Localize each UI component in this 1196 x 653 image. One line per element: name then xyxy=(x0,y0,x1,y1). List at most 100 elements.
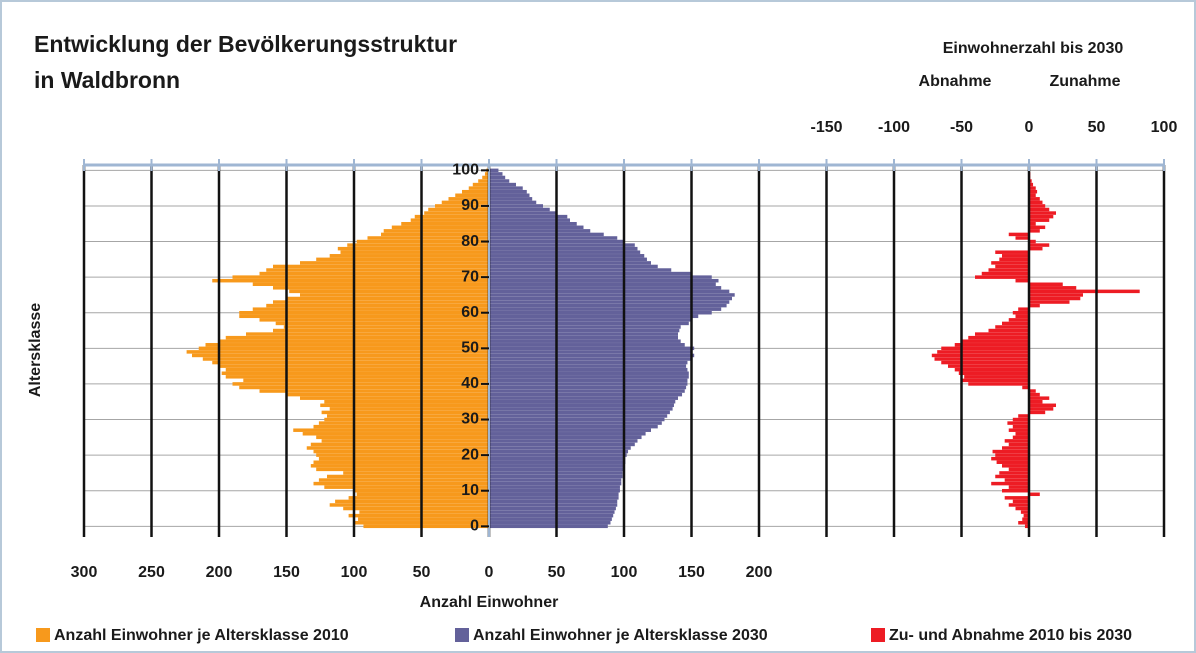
bar xyxy=(489,346,695,351)
bar xyxy=(1012,417,1029,422)
bar xyxy=(489,367,688,372)
bar xyxy=(356,239,489,244)
bar xyxy=(988,268,1029,272)
bar xyxy=(232,382,489,386)
bar xyxy=(489,232,604,237)
bar xyxy=(489,257,647,262)
bar xyxy=(1029,399,1043,404)
bar xyxy=(1029,214,1054,219)
bar xyxy=(1004,496,1029,500)
bar xyxy=(318,421,489,425)
bar xyxy=(482,175,489,180)
bar xyxy=(1029,239,1036,244)
y-tick-label: 30 xyxy=(461,411,479,428)
bar xyxy=(212,278,489,283)
bar xyxy=(995,474,1029,479)
bar xyxy=(489,382,688,386)
bar xyxy=(489,254,645,258)
bar xyxy=(489,399,676,404)
bar xyxy=(221,371,489,375)
bar xyxy=(489,410,670,415)
bar xyxy=(259,318,489,322)
bar xyxy=(1029,189,1038,194)
bar xyxy=(489,236,618,240)
bar xyxy=(275,321,489,326)
bar xyxy=(1008,503,1029,507)
bar xyxy=(1029,221,1036,226)
bar xyxy=(335,499,489,504)
bar xyxy=(489,293,735,297)
bar xyxy=(428,207,489,212)
bar xyxy=(1004,478,1029,482)
bar xyxy=(489,207,550,212)
bar xyxy=(489,360,688,365)
bar xyxy=(324,485,489,489)
bar xyxy=(1012,424,1029,429)
bar xyxy=(367,236,489,240)
bar xyxy=(246,332,489,336)
bar xyxy=(1029,197,1040,201)
bar xyxy=(489,353,695,358)
bar xyxy=(489,310,712,315)
bar xyxy=(1002,446,1029,450)
bar xyxy=(329,407,489,411)
bar xyxy=(489,492,619,497)
bar xyxy=(455,193,489,198)
bar xyxy=(1018,307,1029,311)
bar xyxy=(343,506,489,511)
bar xyxy=(316,257,489,262)
bar xyxy=(192,353,489,358)
bar xyxy=(252,282,489,286)
bar xyxy=(961,378,1029,383)
bar xyxy=(489,275,712,279)
x-tick-label: 150 xyxy=(678,564,705,581)
bar xyxy=(489,417,665,422)
bar xyxy=(313,460,489,464)
bar xyxy=(999,257,1029,262)
bar xyxy=(232,275,489,279)
bar xyxy=(1023,513,1029,518)
bar xyxy=(1018,521,1029,525)
y-tick-label: 70 xyxy=(461,268,479,285)
bar xyxy=(1002,464,1029,468)
legend-swatch xyxy=(871,628,885,642)
bar xyxy=(273,300,489,304)
y-tick-label: 40 xyxy=(461,375,479,392)
bar xyxy=(313,481,489,486)
x-tick-label: 150 xyxy=(273,564,300,581)
bar xyxy=(489,414,668,418)
bar xyxy=(489,303,727,308)
bar xyxy=(283,325,489,329)
bar xyxy=(198,346,489,351)
x-tick-label: 100 xyxy=(611,564,638,581)
bar xyxy=(489,168,499,173)
legend-swatch xyxy=(455,628,469,642)
bar xyxy=(489,407,673,411)
bar xyxy=(1029,207,1050,212)
bar xyxy=(489,375,689,379)
bar xyxy=(975,332,1029,336)
bar xyxy=(489,389,685,393)
bar xyxy=(340,250,489,254)
chart-title: Entwicklung der Bevölkerungsstruktur xyxy=(34,31,457,57)
bar xyxy=(489,478,622,482)
bar xyxy=(1029,229,1040,233)
bar xyxy=(931,353,1029,358)
bar xyxy=(1020,510,1029,514)
bar xyxy=(259,271,489,276)
bar xyxy=(988,328,1029,333)
bar xyxy=(489,332,678,336)
bar xyxy=(1008,318,1029,322)
bar xyxy=(489,197,533,201)
bar xyxy=(489,442,635,447)
y-tick-label: 20 xyxy=(461,446,479,463)
bar xyxy=(1029,407,1054,411)
bar xyxy=(981,271,1029,276)
header-right: Zunahme xyxy=(1049,73,1120,90)
bar xyxy=(489,378,688,383)
bar xyxy=(489,343,685,347)
bar xyxy=(1029,182,1034,187)
bar xyxy=(243,378,489,383)
bar xyxy=(995,264,1029,269)
bar xyxy=(489,225,584,230)
